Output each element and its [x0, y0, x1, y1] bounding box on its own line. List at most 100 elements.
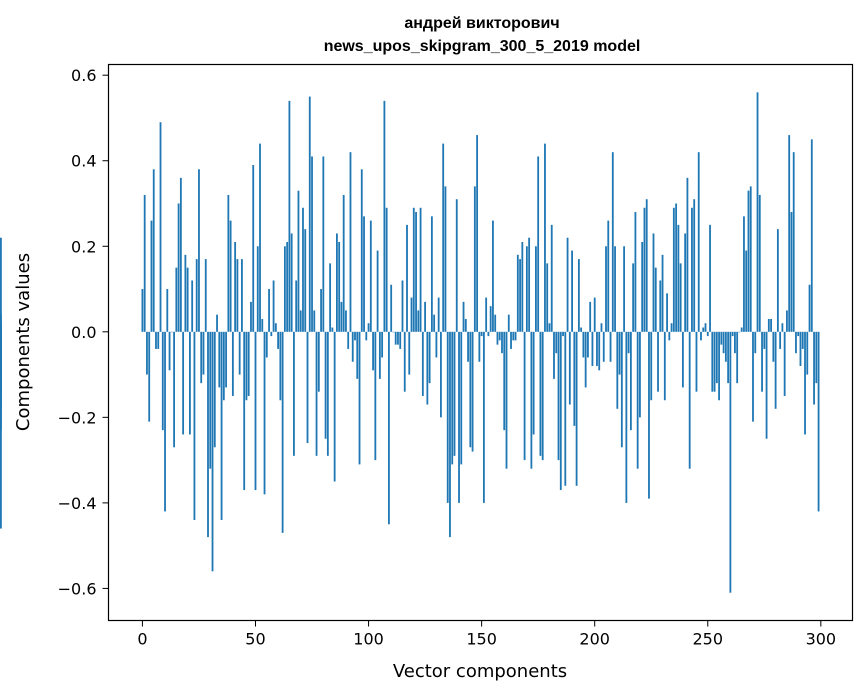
bar	[290, 233, 293, 332]
bar	[315, 331, 318, 456]
bar	[279, 331, 282, 401]
bar	[756, 92, 759, 332]
bar	[229, 220, 232, 332]
bar	[711, 331, 714, 392]
bar	[568, 331, 571, 405]
bar	[523, 331, 526, 461]
bar	[729, 331, 732, 593]
bar	[360, 169, 363, 332]
bar	[505, 331, 508, 469]
bar	[462, 301, 465, 332]
bar	[408, 331, 411, 375]
bar	[715, 331, 718, 384]
bar	[311, 156, 313, 332]
bar	[539, 331, 542, 456]
bar	[532, 331, 535, 435]
bar	[681, 331, 684, 388]
bar	[324, 331, 327, 439]
bar	[516, 254, 519, 332]
bar	[421, 331, 424, 396]
bar	[639, 331, 641, 418]
bar	[758, 194, 761, 332]
bar	[575, 331, 578, 486]
bar	[417, 310, 420, 332]
bar	[731, 331, 734, 337]
bar	[765, 331, 768, 439]
bar	[225, 331, 227, 388]
bar	[306, 331, 309, 444]
bar	[600, 323, 603, 332]
bar	[514, 331, 517, 341]
bar	[209, 331, 212, 469]
bar	[654, 267, 657, 332]
bar	[535, 246, 537, 332]
bar	[521, 241, 524, 332]
bar	[322, 156, 325, 332]
bar	[743, 216, 745, 332]
bar	[168, 331, 171, 371]
bar	[283, 246, 286, 332]
bar	[591, 331, 594, 367]
bar	[779, 331, 782, 349]
bar	[467, 331, 469, 362]
bar	[657, 331, 659, 392]
bar	[584, 331, 587, 388]
bar	[815, 331, 818, 384]
bar	[596, 331, 598, 367]
bar	[216, 314, 218, 332]
bar	[458, 331, 460, 503]
bar	[706, 331, 709, 337]
bar	[668, 331, 671, 341]
y-tick-label: 0.0	[71, 323, 96, 342]
bar	[724, 331, 727, 362]
bar	[797, 331, 800, 337]
bar	[426, 331, 429, 405]
bar	[611, 152, 614, 332]
bar	[397, 331, 399, 345]
bar	[747, 190, 750, 332]
bar	[365, 331, 368, 341]
bar	[736, 331, 739, 384]
bar	[238, 331, 241, 375]
bar	[455, 199, 458, 332]
bar	[553, 331, 555, 379]
bar	[623, 246, 625, 332]
bar	[256, 246, 259, 332]
bar	[336, 233, 338, 332]
bar	[254, 331, 257, 491]
bar	[265, 331, 268, 358]
bar	[213, 331, 216, 448]
bar	[693, 199, 696, 332]
bar	[184, 254, 187, 332]
bar	[697, 152, 700, 332]
bar	[202, 331, 205, 375]
bar	[442, 143, 445, 332]
bar	[204, 259, 207, 332]
x-tick-label: 250	[692, 630, 723, 649]
bar	[270, 331, 273, 337]
bar	[143, 194, 146, 332]
bar	[317, 331, 320, 392]
bar	[410, 297, 413, 332]
bar	[616, 331, 619, 409]
bar	[424, 301, 426, 332]
chart-title-line-2: news_upos_skipgram_300_5_2019 model	[324, 38, 641, 55]
bar	[722, 331, 725, 354]
bar	[783, 331, 786, 396]
bar	[806, 331, 809, 375]
bar	[150, 220, 153, 332]
bar	[537, 156, 540, 332]
bar	[281, 331, 284, 533]
bar	[220, 331, 223, 520]
bar	[641, 241, 644, 332]
bar	[482, 331, 485, 503]
bar	[161, 331, 164, 431]
y-tick-label: 0.4	[71, 152, 96, 171]
bar	[293, 331, 295, 456]
bar	[577, 259, 580, 332]
bar	[274, 323, 277, 332]
bar	[173, 331, 175, 448]
bar	[313, 310, 316, 332]
bar	[808, 284, 811, 332]
